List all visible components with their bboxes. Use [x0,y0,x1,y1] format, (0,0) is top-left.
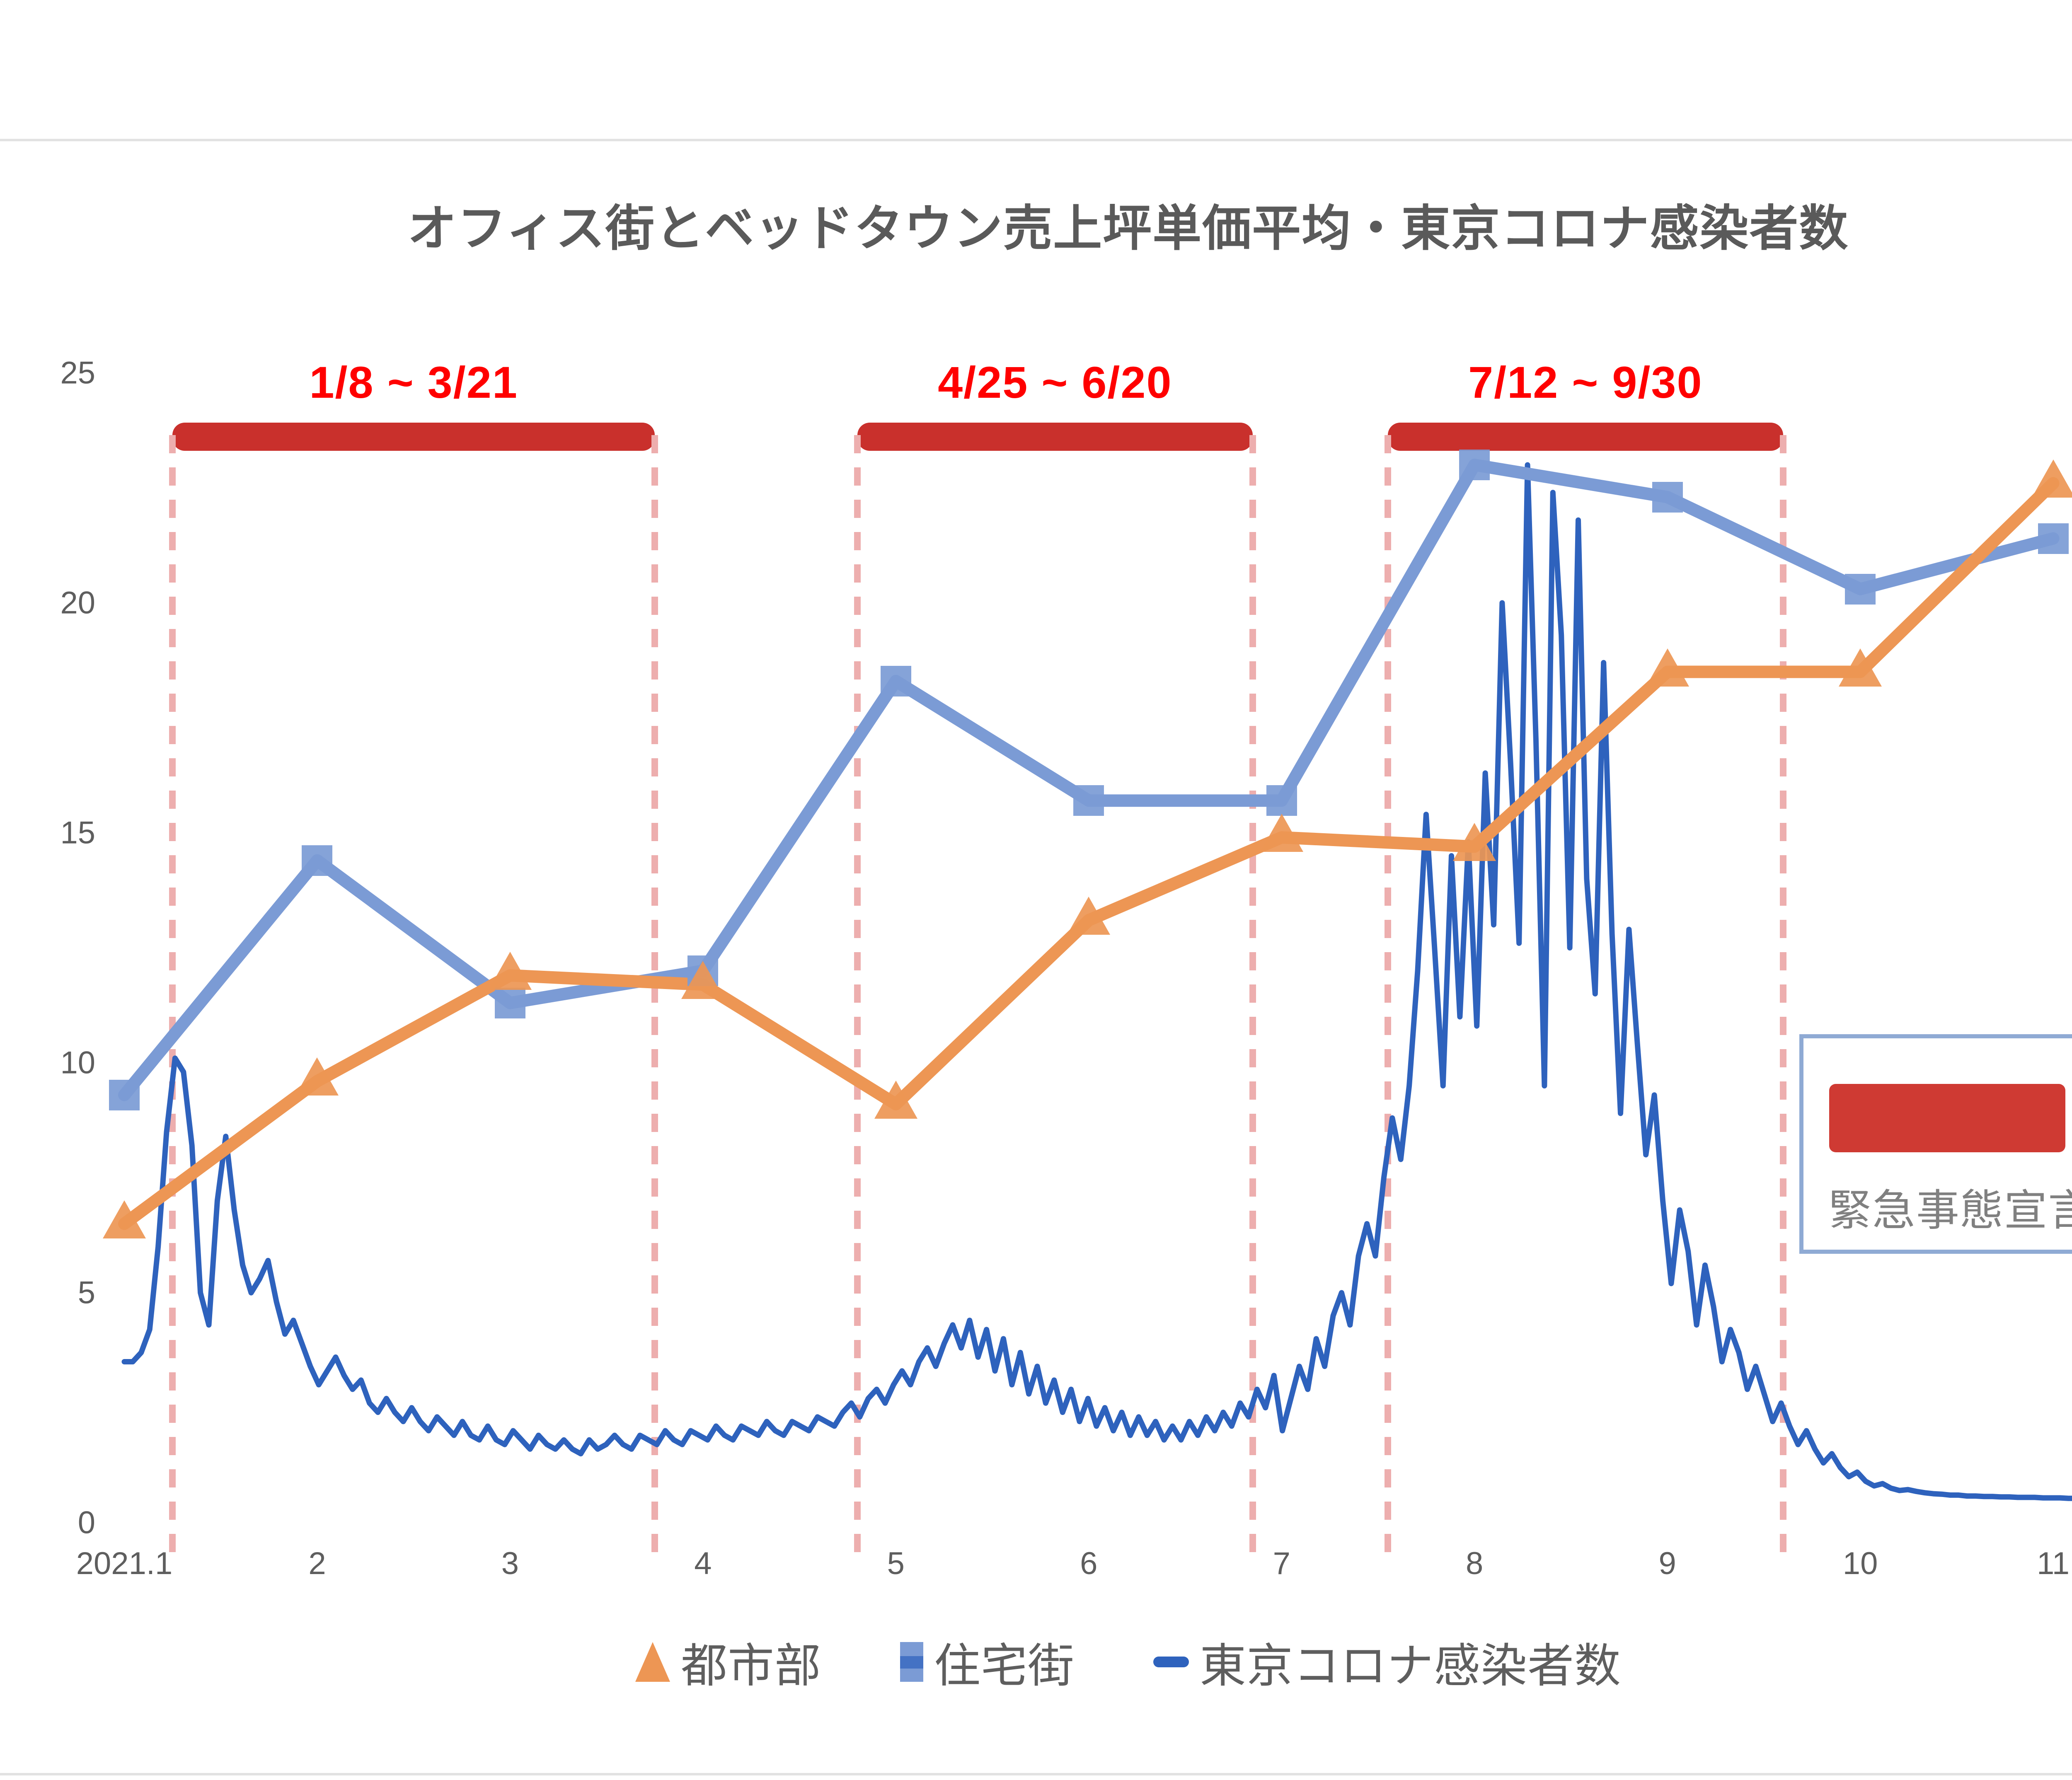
x-axis-tick-label: 11 [2037,1546,2070,1581]
residential-area-line [118,459,2060,1101]
chart-title: オフィス街とベッドタウン売上坪単価平均・東京コロナ感染者数 [407,201,1849,256]
urban-area-line [118,477,2060,1230]
x-axis-tick-label: 10 [1842,1546,1878,1581]
chart-frame [0,139,2072,1775]
y-axis-tick-label: 0 [77,1505,95,1541]
emergency-period-boundary-line [1384,435,1391,1560]
residential-area-marker [1266,785,1297,816]
residential-area-marker [109,1079,140,1110]
legend-item-line[interactable]: 東京コロナ感染者数 [1153,1628,1621,1695]
emergency-period-bar [857,423,1253,451]
x-axis-tick-label: 2 [308,1546,326,1581]
urban-area-marker [295,1057,339,1096]
residential-area-marker [1652,481,1683,513]
emergency-legend-swatch [1829,1084,2065,1152]
emergency-period-label: 1/8 ~ 3/21 [309,357,518,407]
emergency-period-bar [172,423,655,451]
x-axis-tick-label: 2021.1 [76,1546,173,1581]
emergency-period-boundary-line [651,435,658,1560]
legend-item-label: 東京コロナ感染者数 [1200,1640,1621,1692]
urban-area-marker [1839,648,1882,687]
urban-area-marker [1646,648,1689,687]
legend-item-square[interactable]: 住宅街 [900,1628,1075,1695]
x-axis-tick-label: 9 [1658,1546,1676,1581]
x-axis-tick-label: 3 [501,1546,519,1581]
urban-area-marker [681,961,725,999]
residential-area-marker [494,987,525,1018]
y-axis-tick-label: 10 [60,1045,95,1081]
emergency-period-boundary-line [1779,435,1786,1560]
y-axis-tick-label: 15 [60,815,95,851]
residential-area-marker [302,845,333,876]
emergency-period-boundary-line [1249,435,1256,1560]
emergency-period-label: 7/12 ~ 9/30 [1468,357,1703,407]
emergency-period-bar [1387,423,1783,451]
x-axis-tick-label: 4 [694,1546,712,1581]
legend-item-label: 住宅街 [934,1640,1075,1692]
square-marker-icon [900,1642,923,1682]
emergency-period-boundary-line [854,435,861,1560]
urban-area-marker [488,952,532,990]
emergency-legend-box: 緊急事態宣言 [1799,1034,2072,1254]
urban-area-marker [1453,823,1496,861]
residential-area-marker [1459,450,1490,480]
line-marker-icon [1153,1657,1189,1667]
residential-area-marker [1845,573,1876,605]
covid-cases-line [121,462,2072,1501]
y-axis: 0 5 10 15 20 25 [12,0,95,1780]
urban-area-marker [874,1080,917,1119]
urban-area-marker [2031,460,2072,498]
legend-item-triangle[interactable]: 都市部 [635,1628,821,1695]
y-axis-tick-label: 20 [60,585,95,621]
y-axis-tick-label: 25 [60,355,95,391]
legend-item-label: 都市部 [681,1640,821,1692]
residential-area-marker [1073,785,1104,816]
series-legend: 都市部 住宅街 東京コロナ感染者数 [0,1628,2072,1695]
emergency-period-boundary-line [169,435,176,1560]
residential-area-marker [2038,523,2069,554]
y-axis-tick-label: 5 [77,1275,95,1311]
residential-area-marker [880,665,911,697]
urban-area-marker [1260,814,1303,852]
emergency-period-label: 4/25 ~ 6/20 [938,357,1172,407]
x-axis-tick-label: 5 [887,1546,905,1581]
x-axis-tick-label: 6 [1080,1546,1098,1581]
triangle-marker-icon [635,1642,670,1682]
urban-area-marker [103,1200,146,1238]
urban-area-marker [1067,896,1111,935]
x-axis-tick-label: 8 [1466,1546,1484,1581]
emergency-legend-label: 緊急事態宣言 [1828,1187,2072,1235]
x-axis-tick-label: 7 [1273,1546,1290,1581]
